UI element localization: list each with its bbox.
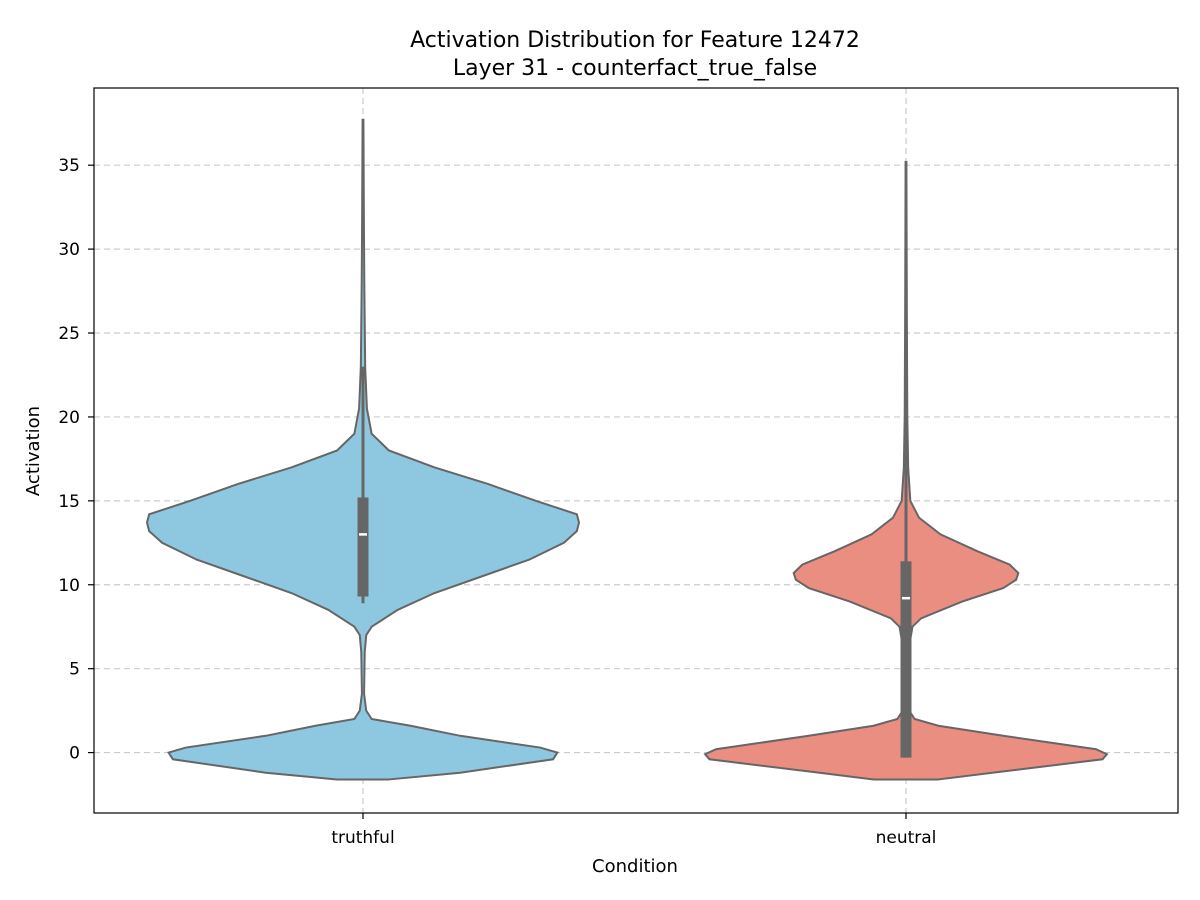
- y-tick-label: 30: [58, 240, 80, 260]
- violins: [145, 118, 1109, 781]
- y-tick-label: 10: [58, 576, 80, 596]
- y-axis-label: Activation: [23, 406, 44, 496]
- y-tick-label: 5: [69, 660, 80, 680]
- y-axis-ticks: 0 5 10 15 20 25 30 35: [58, 156, 94, 764]
- iqr-box-neutral: [900, 561, 912, 758]
- y-tick-label: 0: [69, 744, 80, 764]
- x-tick-label: truthful: [331, 828, 394, 848]
- x-tick-label: neutral: [876, 828, 937, 848]
- iqr-box-truthful: [357, 497, 369, 597]
- chart-title: Activation Distribution for Feature 1247…: [410, 28, 860, 53]
- y-tick-label: 20: [58, 408, 80, 428]
- y-tick-label: 15: [58, 492, 80, 512]
- box-plots: [357, 286, 912, 758]
- y-tick-label: 35: [58, 156, 80, 176]
- y-tick-label: 25: [58, 324, 80, 344]
- plot-frame: [93, 87, 1179, 814]
- x-axis-label: Condition: [592, 856, 678, 877]
- grid-lines: [94, 88, 1178, 813]
- x-axis-ticks: truthful neutral: [331, 813, 936, 848]
- chart-subtitle: Layer 31 - counterfact_true_false: [453, 56, 817, 81]
